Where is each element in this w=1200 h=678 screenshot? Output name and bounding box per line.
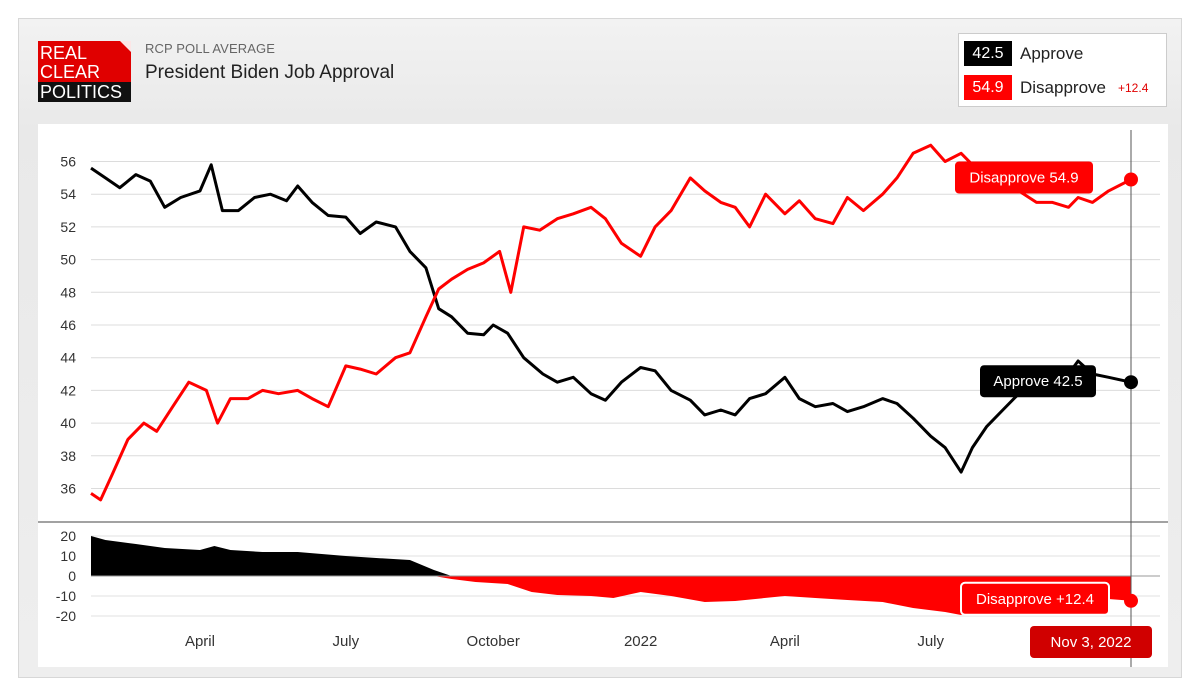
x-tick-labels: April July October 2022 April July [185, 633, 945, 650]
spread-y-tick--20: -20 [56, 608, 76, 624]
tooltip-disapprove-text: Disapprove 54.9 [969, 170, 1078, 187]
spread-y-tick-20: 20 [60, 528, 76, 544]
chart-title: President Biden Job Approval [145, 62, 395, 83]
y-tick-54: 54 [60, 186, 76, 202]
tooltip-approve-box [980, 365, 1096, 398]
x-tick-july: July [332, 633, 359, 650]
chart-svg[interactable]: 36 38 40 42 44 46 48 50 52 54 56 20 10 0 -10 -20 April… [38, 124, 1168, 667]
realclearpolitics-logo[interactable]: REAL CLEAR POLITICS [38, 41, 131, 102]
hover-crosshair [1124, 130, 1138, 667]
tooltip-spread-text: Disapprove +12.4 [976, 591, 1094, 608]
x-tick-april: April [770, 633, 800, 650]
y-tick-44: 44 [60, 350, 76, 366]
spread-y-tick-labels: 20 10 0 -10 -20 [56, 528, 76, 624]
spread-y-tick-0: 0 [68, 568, 76, 584]
spread-area-positive [91, 536, 1131, 576]
main-y-tick-labels: 36 38 40 42 44 46 48 50 52 54 56 [60, 154, 76, 497]
y-tick-42: 42 [60, 382, 76, 398]
tooltip-approve: Approve 42.5 [980, 365, 1096, 398]
tooltip-spread-box [960, 581, 1110, 616]
y-tick-46: 46 [60, 317, 76, 333]
spread-y-tick--10: -10 [56, 588, 76, 604]
chart-supertitle: RCP POLL AVERAGE [145, 41, 275, 56]
y-tick-40: 40 [60, 415, 76, 431]
y-tick-36: 36 [60, 480, 76, 496]
logo-line-3: POLITICS [40, 82, 122, 102]
legend-spread: +12.4 [1118, 80, 1149, 95]
tooltip-disapprove: Disapprove 54.9 [955, 161, 1093, 194]
x-tick-october: October [467, 633, 520, 650]
line-disapprove [90, 143, 1132, 502]
legend-row-disapprove[interactable]: 54.9 Disapprove +12.4 [964, 75, 1148, 100]
legend-disapprove-value: 54.9 [964, 75, 1012, 100]
spread-y-tick-10: 10 [60, 548, 76, 564]
y-tick-50: 50 [60, 252, 76, 268]
series-lines [90, 143, 1132, 502]
spread-area [91, 536, 1160, 615]
tooltip-date-box [1030, 626, 1152, 658]
spread-area-negative [91, 576, 1131, 615]
disapprove-marker [1124, 172, 1138, 187]
legend-row-approve[interactable]: 42.5 Approve [964, 41, 1083, 66]
tooltip-spread: Disapprove +12.4 [960, 581, 1110, 616]
y-tick-52: 52 [60, 219, 76, 235]
x-tick-2022: 2022 [624, 633, 657, 650]
tooltip-approve-text: Approve 42.5 [993, 373, 1082, 390]
line-approve [90, 163, 1132, 474]
y-tick-48: 48 [60, 284, 76, 300]
logo-line-2: CLEAR [40, 62, 100, 82]
logo-line-1: REAL [40, 43, 87, 63]
legend-box: 42.5 Approve 54.9 Disapprove +12.4 [958, 33, 1167, 107]
spread-marker [1124, 593, 1138, 608]
legend-disapprove-label: Disapprove [1020, 77, 1106, 97]
legend-approve-value: 42.5 [964, 41, 1012, 66]
hover-tooltips: Disapprove 54.9 Approve 42.5 Disapprove +1… [955, 161, 1152, 658]
y-tick-56: 56 [60, 154, 76, 170]
logo-politics-band [38, 82, 131, 102]
x-tick-april: April [185, 633, 215, 650]
tooltip-date: Nov 3, 2022 [1030, 626, 1152, 658]
tooltip-disapprove-box [955, 161, 1093, 194]
x-tick-july: July [917, 633, 944, 650]
logo-fold [120, 41, 131, 52]
tooltip-date-text: Nov 3, 2022 [1051, 634, 1132, 651]
y-tick-38: 38 [60, 448, 76, 464]
approve-marker [1124, 375, 1138, 390]
plot-area-container: 36 38 40 42 44 46 48 50 52 54 56 20 10 0 -10 -20 April… [38, 124, 1168, 667]
legend-approve-label: Approve [1020, 43, 1084, 63]
